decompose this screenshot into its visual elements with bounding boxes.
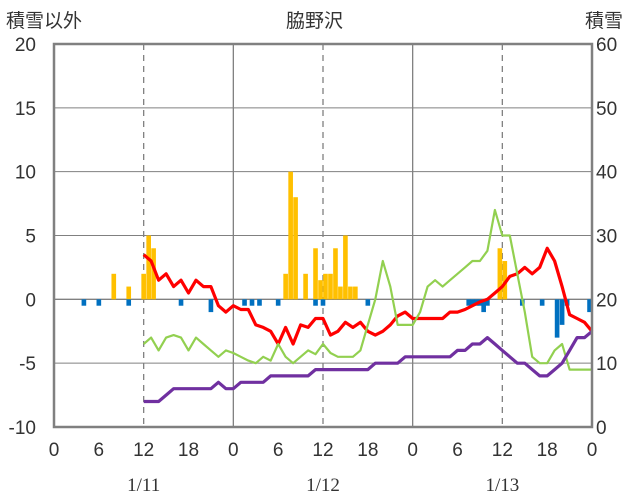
bar [313, 248, 318, 300]
y-tick-right: 10 [596, 354, 617, 375]
x-tick: 18 [357, 440, 378, 461]
y-tick-left: -5 [19, 354, 36, 375]
bar [303, 273, 308, 300]
bar [338, 286, 343, 300]
bar [365, 299, 371, 306]
x-tick: 12 [312, 440, 333, 461]
y-tick-right: 20 [596, 290, 617, 311]
x-tick: 0 [407, 440, 418, 461]
bar [275, 299, 281, 306]
date-label: 1/12 [306, 475, 340, 496]
bar [559, 299, 565, 325]
x-tick: 12 [133, 440, 154, 461]
x-tick: 6 [94, 440, 105, 461]
y-tick-right: 40 [596, 163, 617, 184]
bar [208, 299, 214, 313]
bar [111, 273, 117, 300]
bar [249, 299, 255, 306]
bar [353, 286, 358, 300]
bar [283, 273, 288, 300]
bar [485, 299, 490, 306]
series-line [142, 208, 592, 371]
bar [348, 286, 353, 300]
y-tick-left: 20 [15, 35, 36, 56]
series-line [143, 330, 594, 404]
x-tick: 18 [537, 440, 558, 461]
left-axis-title: 積雪以外 [6, 10, 83, 32]
bar [288, 171, 293, 300]
bar [328, 273, 333, 300]
right-axis-title: 積雪 [585, 10, 624, 32]
y-tick-right: 0 [596, 418, 607, 439]
x-tick: 0 [587, 440, 598, 461]
x-tick: 6 [452, 440, 463, 461]
chart-title: 脇野沢 [286, 10, 344, 32]
y-tick-right: 50 [596, 99, 617, 120]
bar [587, 299, 592, 313]
bar [502, 261, 508, 300]
series-line [142, 246, 594, 346]
y-tick-left: 5 [25, 227, 36, 248]
x-tick: 0 [228, 440, 239, 461]
bar [96, 299, 102, 306]
bar [141, 273, 146, 300]
date-label: 1/13 [485, 475, 519, 496]
x-tick: 0 [49, 440, 60, 461]
bar [178, 299, 184, 306]
y-tick-left: 15 [15, 99, 36, 120]
bar [81, 299, 87, 306]
bar [539, 299, 545, 306]
plot-frame [52, 42, 594, 429]
date-label: 1/11 [127, 475, 160, 496]
bar [242, 299, 247, 306]
y-tick-left: 0 [25, 290, 36, 311]
bar [320, 299, 326, 306]
bar [293, 197, 298, 300]
bar [333, 248, 338, 300]
y-tick-left: 10 [15, 163, 36, 184]
bar [343, 235, 348, 300]
bar [151, 248, 156, 300]
bar [554, 299, 560, 338]
y-tick-left: -10 [9, 418, 36, 439]
bar [313, 299, 318, 306]
bar [466, 299, 472, 306]
y-tick-right: 30 [596, 227, 617, 248]
bar [323, 273, 328, 300]
bar [497, 248, 503, 300]
bar [126, 299, 132, 306]
bar [257, 299, 262, 306]
bar [318, 280, 323, 300]
x-tick: 12 [492, 440, 513, 461]
bar [126, 286, 132, 300]
bar [146, 235, 151, 300]
bar [470, 299, 475, 306]
x-tick: 18 [178, 440, 199, 461]
bar [481, 299, 486, 313]
y-tick-right: 60 [596, 35, 617, 56]
x-tick: 6 [273, 440, 284, 461]
